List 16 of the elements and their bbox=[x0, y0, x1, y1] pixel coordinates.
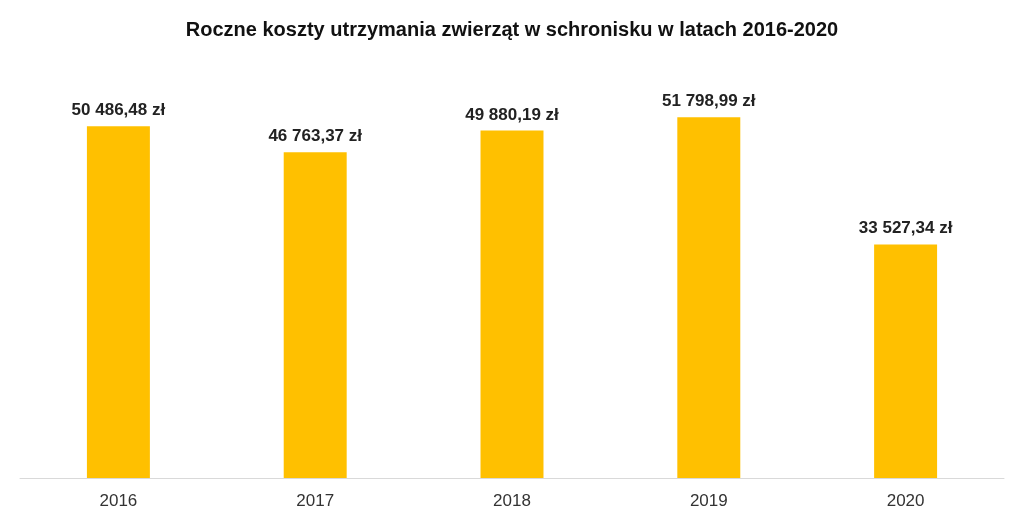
bar bbox=[874, 244, 938, 478]
x-tick-label: 2018 bbox=[493, 491, 531, 510]
bar bbox=[677, 117, 741, 478]
x-tick-label: 2017 bbox=[296, 491, 335, 510]
data-label: 51 798,99 zł bbox=[662, 91, 756, 111]
x-tick-label: 2016 bbox=[99, 491, 138, 510]
bar bbox=[86, 126, 150, 478]
chart-title: Roczne koszty utrzymania zwierząt w schronisku w latach 2016-2020 bbox=[185, 18, 839, 40]
x-tick-label: 2019 bbox=[689, 491, 728, 510]
data-label: 49 880,19 zł bbox=[465, 104, 560, 124]
data-label: 46 763,37 zł bbox=[268, 126, 363, 146]
data-label: 33 527,34 zł bbox=[858, 218, 953, 238]
x-tick-label: 2020 bbox=[886, 491, 925, 510]
bar bbox=[480, 130, 544, 478]
bar bbox=[283, 152, 347, 478]
data-label: 50 486,48 zł bbox=[71, 100, 166, 120]
